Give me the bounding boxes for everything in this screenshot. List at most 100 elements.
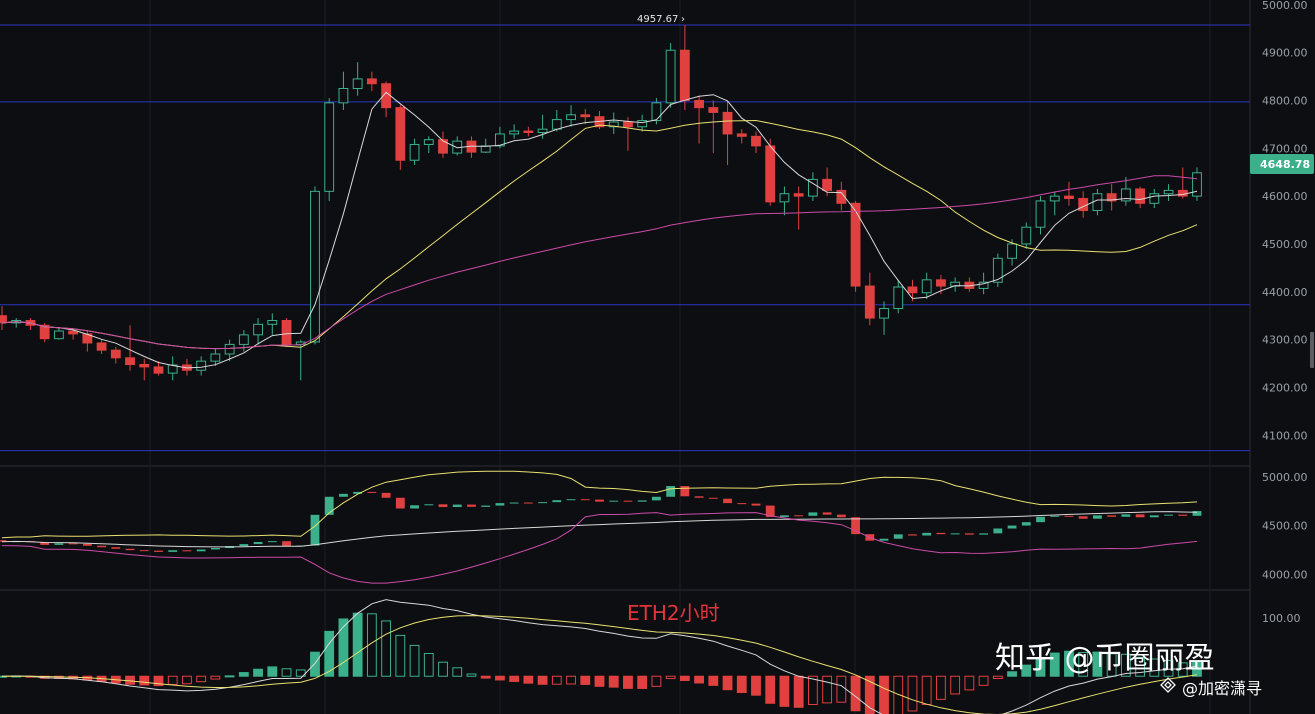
candle-body bbox=[807, 178, 818, 197]
macd-histogram-bar bbox=[1163, 659, 1174, 677]
mini-candle bbox=[694, 496, 704, 498]
mini-candle bbox=[310, 514, 320, 546]
mini-candle bbox=[481, 505, 491, 507]
candle-body bbox=[267, 319, 278, 325]
candle-body bbox=[281, 319, 292, 345]
candle-body bbox=[893, 286, 904, 310]
mini-candle bbox=[637, 500, 647, 502]
mini-candle bbox=[708, 497, 718, 499]
candle-body bbox=[836, 189, 847, 204]
candle-body bbox=[551, 119, 562, 130]
mini-candle bbox=[623, 500, 633, 502]
macd-histogram-bar bbox=[779, 675, 790, 707]
candle-body bbox=[167, 364, 178, 374]
macd-histogram-bar bbox=[551, 675, 562, 685]
candle-body bbox=[779, 193, 790, 203]
macd-histogram-bar bbox=[864, 675, 875, 714]
mini-candle bbox=[381, 492, 391, 498]
price-tick-label: 4200.00 bbox=[1262, 381, 1308, 394]
macd-histogram-bar bbox=[722, 675, 733, 691]
macd-histogram-bar bbox=[907, 675, 918, 712]
candle-body bbox=[438, 139, 448, 154]
mini-candle bbox=[751, 503, 761, 506]
macd-histogram-bar bbox=[608, 675, 619, 688]
mini-candle bbox=[1078, 516, 1088, 519]
mini-candle bbox=[1178, 514, 1188, 516]
mini-candle bbox=[1164, 514, 1173, 516]
macd-histogram-bar bbox=[537, 675, 548, 685]
candle-body bbox=[936, 279, 946, 287]
macd-histogram-bar bbox=[623, 675, 633, 689]
mini-candle bbox=[111, 547, 121, 549]
candle-body bbox=[665, 49, 676, 104]
macd-histogram-bar bbox=[182, 675, 192, 685]
mini-candle bbox=[566, 499, 576, 501]
moving-average-lines bbox=[1, 91, 1198, 369]
mini-candle bbox=[0, 540, 7, 542]
candle-body bbox=[992, 257, 1003, 283]
macd-histogram-bar bbox=[793, 675, 804, 708]
mini-candle bbox=[979, 533, 989, 535]
macd-histogram-bar bbox=[822, 675, 833, 704]
macd-histogram-bar bbox=[850, 675, 861, 712]
macd-histogram-bar bbox=[466, 673, 477, 677]
macd-histogram-bar bbox=[1192, 661, 1202, 677]
macd-histogram-bar bbox=[992, 675, 1003, 680]
mini-candle bbox=[936, 532, 946, 535]
macd-histogram-bar bbox=[238, 672, 249, 677]
candle-body bbox=[722, 111, 733, 135]
mini-candle bbox=[339, 493, 348, 497]
macd-histogram-bar bbox=[594, 675, 605, 687]
mini-candle bbox=[651, 496, 661, 501]
macd-histogram-bar bbox=[580, 675, 591, 685]
macd-histogram-bar bbox=[1064, 650, 1074, 677]
macd-histogram-bar bbox=[352, 612, 363, 677]
mini-candle bbox=[1036, 516, 1045, 523]
price-tick-label: 4600.00 bbox=[1262, 190, 1308, 203]
macd-histogram-bar bbox=[751, 675, 761, 696]
mini-candle bbox=[97, 545, 106, 548]
lower-tick-label: 4000.00 bbox=[1262, 568, 1308, 581]
candle-body bbox=[423, 139, 434, 145]
mini-candle bbox=[552, 500, 562, 503]
candle-body bbox=[1135, 188, 1146, 204]
binance-logo-icon bbox=[1160, 677, 1176, 693]
macd-histogram-bar bbox=[409, 644, 420, 677]
candle-body bbox=[310, 190, 320, 343]
band-upper-line bbox=[1, 470, 1198, 539]
candle-body bbox=[679, 49, 690, 101]
mini-candle bbox=[723, 498, 732, 504]
price-tick-label: 4100.00 bbox=[1262, 429, 1308, 442]
mini-candle bbox=[851, 517, 860, 535]
mini-candle bbox=[1093, 515, 1102, 519]
macd-histogram-bar bbox=[1078, 651, 1089, 677]
horizontal-levels bbox=[0, 24, 1250, 452]
candle-body bbox=[96, 342, 107, 351]
macd-histogram-bar bbox=[1021, 664, 1032, 677]
candle-body bbox=[53, 330, 64, 340]
mini-candle bbox=[538, 502, 548, 504]
candle-body bbox=[523, 130, 534, 134]
mini-candle bbox=[879, 538, 889, 541]
candle-body bbox=[864, 285, 875, 319]
candle-body bbox=[537, 128, 548, 134]
macd-histogram-bar bbox=[338, 618, 349, 677]
peak-arrow-icon: › bbox=[681, 14, 685, 25]
macd-histogram-bar bbox=[978, 675, 989, 686]
macd-dea-line bbox=[2, 615, 1198, 714]
candle-body bbox=[793, 193, 804, 197]
macd-histogram-bar bbox=[936, 675, 946, 700]
candle-body bbox=[1149, 193, 1160, 204]
macd-histogram-bar bbox=[495, 675, 505, 681]
price-tick-label: 4700.00 bbox=[1262, 142, 1308, 155]
macd-histogram-bar bbox=[921, 675, 932, 705]
lower-tick-label: 4500.00 bbox=[1262, 520, 1308, 533]
mini-candle bbox=[438, 504, 448, 508]
mini-candle bbox=[82, 543, 92, 546]
price-axis[interactable]: 5000.00 4900.00 4800.00 4700.00 4600.00 4500.… bbox=[1262, 0, 1314, 625]
price-tick-label: 4500.00 bbox=[1262, 238, 1308, 251]
candle-body bbox=[1192, 172, 1202, 197]
mini-candle bbox=[737, 503, 747, 505]
mini-candle bbox=[125, 548, 135, 551]
candle-body bbox=[224, 343, 235, 355]
